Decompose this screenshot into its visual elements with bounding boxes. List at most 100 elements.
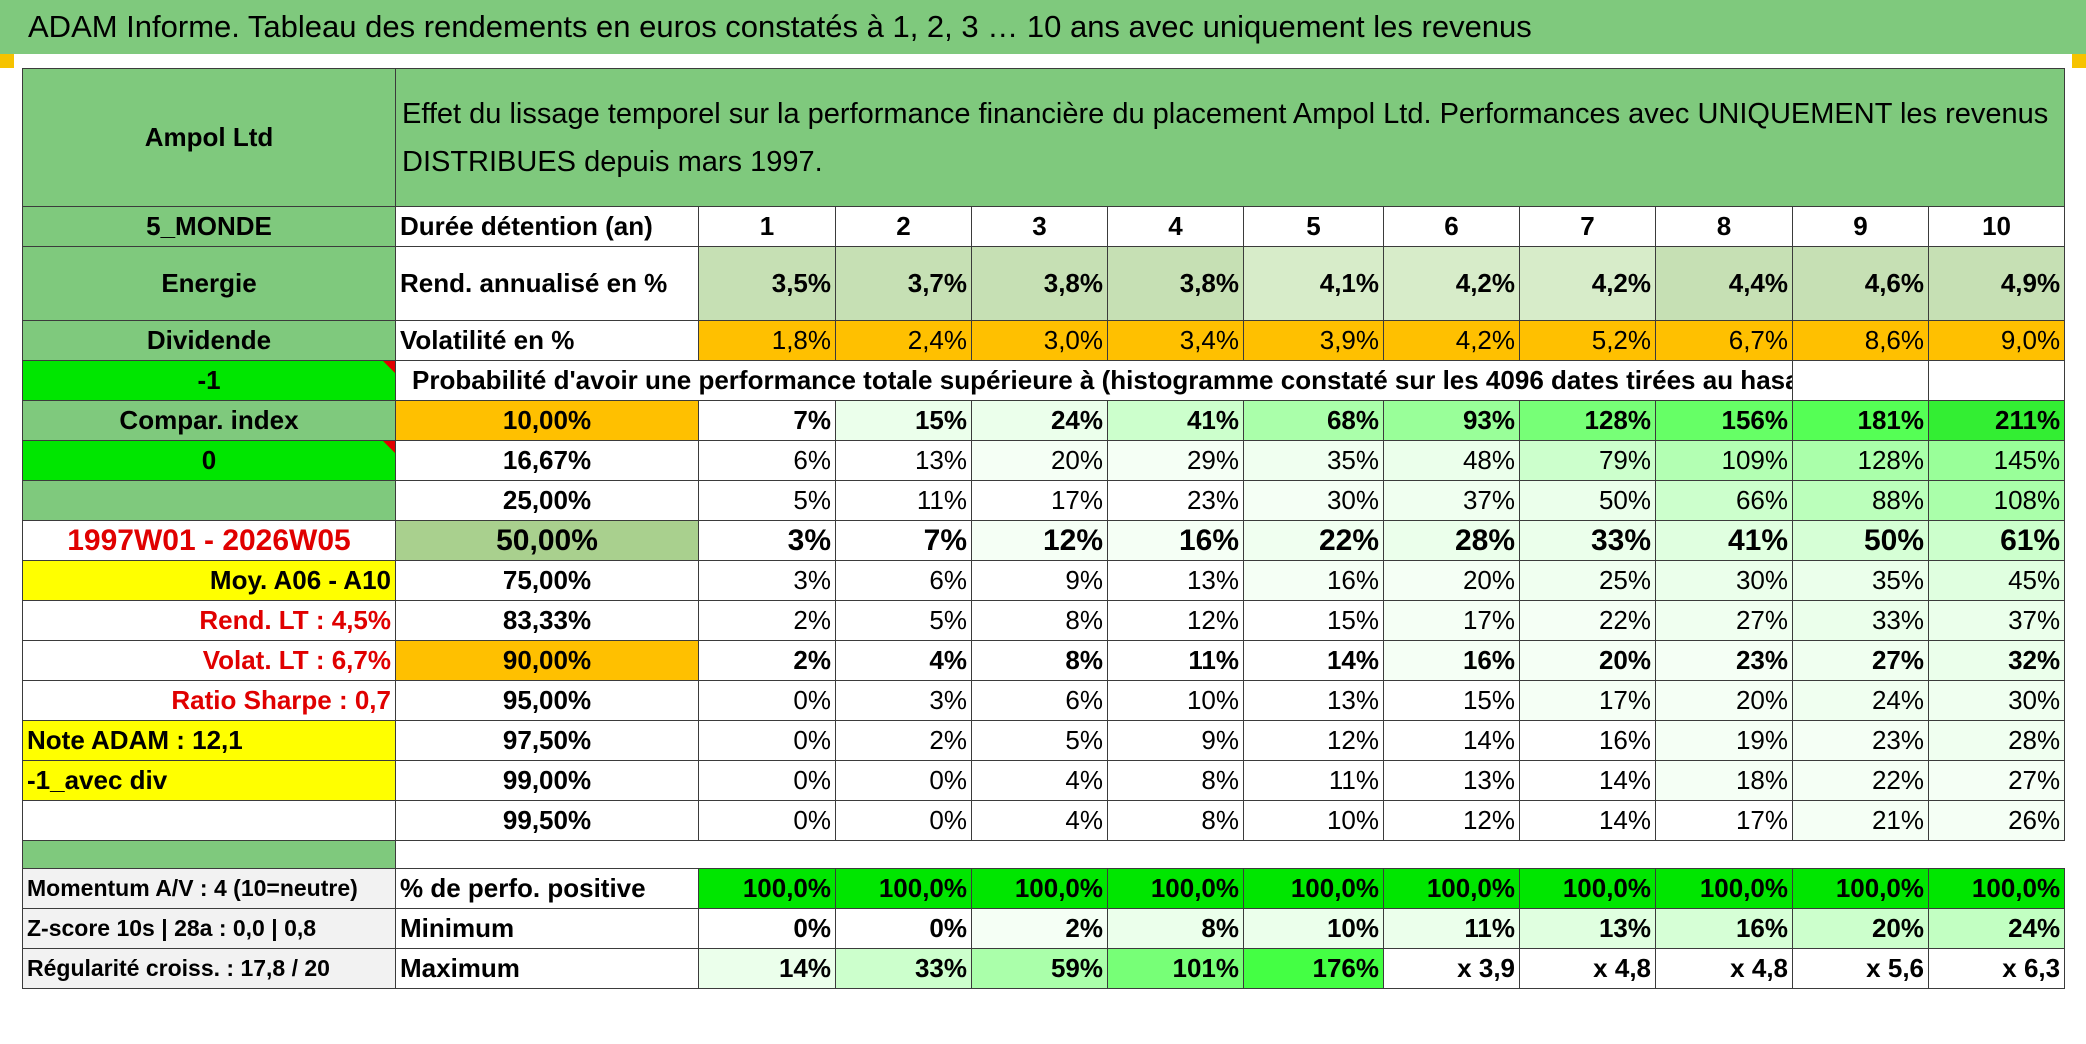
quantile-value: 50% — [1792, 520, 1929, 561]
minimum-value: 10% — [1243, 908, 1384, 949]
quantile-value: 16% — [1107, 520, 1244, 561]
quantile-row: Note ADAM : 12,1 97,50% 0% 2% 5% 9% 12% 14% 16% 1… — [22, 720, 2066, 761]
prob-title: Probabilité d'avoir une performance tota… — [395, 360, 1793, 401]
quantile-value: 35% — [1792, 560, 1929, 601]
maximum-value: x 4,8 — [1519, 948, 1656, 989]
type-label: Dividende — [22, 320, 396, 361]
gap-cell — [395, 840, 2065, 869]
quantile-value: 12% — [1243, 720, 1384, 761]
quantile-value: 6% — [835, 560, 972, 601]
year-header: 3 — [971, 206, 1108, 247]
quantile-pct: 95,00% — [395, 680, 699, 721]
prob-title-row: -1 Probabilité d'avoir une performance to… — [22, 360, 2066, 401]
quantile-value: 48% — [1383, 440, 1520, 481]
quantile-row: 0 16,67% 6% 13% 20% 29% 35% 48% 79% 109% 128% 145% — [22, 440, 2066, 481]
quantile-value: 93% — [1383, 400, 1520, 441]
momentum-label: Momentum A/V : 4 (10=neutre) — [22, 868, 396, 909]
quantile-value: 22% — [1243, 520, 1384, 561]
rend-value: 4,4% — [1655, 246, 1793, 321]
quantile-value: 35% — [1243, 440, 1384, 481]
quantile-value: 15% — [1243, 600, 1384, 641]
quantile-value: 11% — [835, 480, 972, 521]
quantile-value: 13% — [835, 440, 972, 481]
empty-side-cell — [22, 800, 396, 841]
quantile-value: 145% — [1927, 440, 2066, 481]
rend-row: Energie Rend. annualisé en % 3,5% 3,7% 3,8% 3… — [22, 246, 2066, 321]
quantile-value: 41% — [1107, 400, 1244, 441]
year-header: 2 — [835, 206, 972, 247]
quantile-value: 4% — [971, 800, 1108, 841]
quantile-row: Compar. index 10,00% 7% 15% 24% 41% 68% 93% 128%… — [22, 400, 2066, 441]
volat-value: 3,9% — [1243, 320, 1384, 361]
quantile-value: 29% — [1107, 440, 1244, 481]
quantile-value: 37% — [1383, 480, 1520, 521]
maximum-value: x 5,6 — [1792, 948, 1929, 989]
quantile-value: 33% — [1519, 520, 1656, 561]
volat-value: 9,0% — [1927, 320, 2066, 361]
maximum-value: 33% — [835, 948, 972, 989]
quantile-value: 23% — [1655, 640, 1793, 681]
quantile-value: 23% — [1792, 720, 1929, 761]
zscore-label: Z-score 10s | 28a : 0,0 | 0,8 — [22, 908, 396, 949]
quantile-value: 27% — [1655, 600, 1793, 641]
positive-label: % de perfo. positive — [395, 868, 699, 909]
positive-value: 100,0% — [1107, 868, 1244, 909]
report-banner: ADAM Informe. Tableau des rendements en … — [0, 0, 2086, 54]
quantile-value: 11% — [1243, 760, 1384, 801]
rend-value: 4,2% — [1383, 246, 1520, 321]
quantile-value: 20% — [1383, 560, 1520, 601]
quantile-value: 8% — [971, 640, 1108, 681]
duration-label: Durée détention (an) — [395, 206, 699, 247]
green-spacer — [22, 480, 396, 521]
quantile-value: 66% — [1655, 480, 1793, 521]
minimum-value: 2% — [971, 908, 1108, 949]
quantile-value: 108% — [1927, 480, 2066, 521]
quantile-value: 14% — [1243, 640, 1384, 681]
quantile-value: 22% — [1792, 760, 1929, 801]
quantile-value: 8% — [971, 600, 1108, 641]
quantile-value: 15% — [1383, 680, 1520, 721]
quantile-value: 68% — [1243, 400, 1384, 441]
quantile-pct: 10,00% — [395, 400, 699, 441]
year-header: 7 — [1519, 206, 1656, 247]
quantile-value: 8% — [1107, 800, 1244, 841]
quantile-value: 2% — [698, 600, 836, 641]
quantile-value: 109% — [1655, 440, 1793, 481]
duration-row: 5_MONDE Durée détention (an) 1 2 3 4 5 6 7 8 9 10 — [22, 206, 2066, 247]
quantile-value: 30% — [1655, 560, 1793, 601]
quantile-value: 12% — [1107, 600, 1244, 641]
minimum-row: Z-score 10s | 28a : 0,0 | 0,8 Minimum 0% 0%… — [22, 908, 2066, 949]
quantile-value: 28% — [1383, 520, 1520, 561]
empty-cell — [1792, 360, 1929, 401]
quantile-value: 9% — [1107, 720, 1244, 761]
rend-value: 3,7% — [835, 246, 972, 321]
quantile-value: 21% — [1792, 800, 1929, 841]
volat-value: 8,6% — [1792, 320, 1929, 361]
volat-lt-label: Volat. LT : 6,7% — [22, 640, 396, 681]
quantile-value: 17% — [971, 480, 1108, 521]
quantile-value: 18% — [1655, 760, 1793, 801]
quantile-value: 24% — [1792, 680, 1929, 721]
minimum-value: 16% — [1655, 908, 1793, 949]
quantile-row: Ratio Sharpe : 0,7 95,00% 0% 3% 6% 10% 13% 15% 1… — [22, 680, 2066, 721]
quantile-value: 27% — [1927, 760, 2066, 801]
quantile-value: 19% — [1655, 720, 1793, 761]
minimum-value: 11% — [1383, 908, 1520, 949]
quantile-value: 17% — [1383, 600, 1520, 641]
year-header: 8 — [1655, 206, 1793, 247]
zone-label: 5_MONDE — [22, 206, 396, 247]
volat-value: 4,2% — [1383, 320, 1520, 361]
quantile-value: 13% — [1383, 760, 1520, 801]
quantile-pct: 83,33% — [395, 600, 699, 641]
quantile-value: 22% — [1519, 600, 1656, 641]
maximum-value: x 3,9 — [1383, 948, 1520, 989]
rend-value: 3,8% — [1107, 246, 1244, 321]
moy-label: Moy. A06 - A10 — [22, 560, 396, 601]
rend-value: 4,9% — [1927, 246, 2066, 321]
table-description: Effet du lissage temporel sur la perform… — [394, 68, 2066, 207]
quantile-value: 16% — [1519, 720, 1656, 761]
volat-label: Volatilité en % — [395, 320, 699, 361]
company-name: Ampol Ltd — [22, 68, 396, 207]
minimum-value: 13% — [1519, 908, 1656, 949]
quantile-value: 28% — [1927, 720, 2066, 761]
